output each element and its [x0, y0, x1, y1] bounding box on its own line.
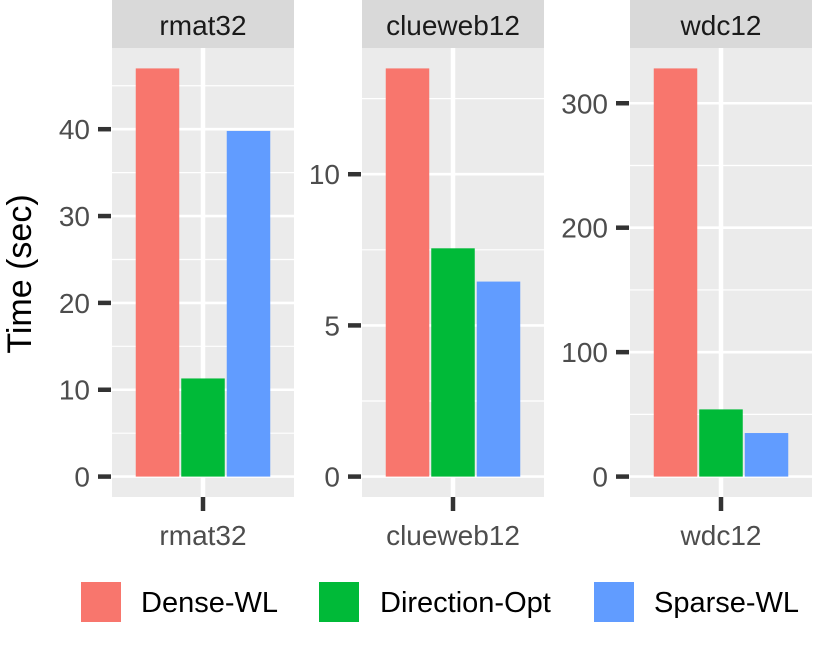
facet-title-rmat32: rmat32	[159, 10, 246, 41]
y-tick-label-rmat32: 0	[74, 462, 90, 493]
y-tick-label-wdc12: 0	[592, 462, 608, 493]
y-tick-label-rmat32: 10	[59, 375, 90, 406]
y-tick-label-clueweb12: 10	[309, 159, 340, 190]
y-tick-label-clueweb12: 5	[324, 310, 340, 341]
y-tick-label-wdc12: 200	[561, 213, 608, 244]
y-tick-label-clueweb12: 0	[324, 462, 340, 493]
y-tick-label-rmat32: 30	[59, 201, 90, 232]
facet-title-wdc12: wdc12	[680, 10, 762, 41]
x-tick-label-clueweb12: clueweb12	[386, 520, 520, 551]
legend-key-dense-wl	[81, 582, 121, 622]
bar-clueweb12-direction-opt	[431, 248, 475, 477]
legend-label-sparse-wl: Sparse-WL	[654, 587, 799, 619]
y-tick-label-wdc12: 300	[561, 88, 608, 119]
facet-strip-clueweb12	[362, 0, 544, 48]
bar-rmat32-dense-wl	[135, 68, 180, 477]
bar-clueweb12-sparse-wl	[476, 281, 521, 477]
y-tick-label-wdc12: 100	[561, 337, 608, 368]
bar-rmat32-direction-opt	[181, 378, 225, 477]
legend-label-dense-wl: Dense-WL	[141, 587, 278, 619]
bar-rmat32-sparse-wl	[226, 130, 271, 477]
bar-wdc12-dense-wl	[653, 68, 698, 477]
x-tick-label-wdc12: wdc12	[680, 520, 762, 551]
facet-title-clueweb12: clueweb12	[386, 10, 520, 41]
legend-key-sparse-wl	[594, 582, 634, 622]
legend-label-direction-opt: Direction-Opt	[380, 587, 551, 619]
bar-clueweb12-dense-wl	[385, 68, 430, 477]
bar-wdc12-direction-opt	[699, 409, 743, 477]
y-tick-label-rmat32: 20	[59, 288, 90, 319]
bar-wdc12-sparse-wl	[744, 433, 789, 477]
legend-key-direction-opt	[319, 582, 359, 622]
y-tick-label-rmat32: 40	[59, 114, 90, 145]
facet-strip-rmat32	[112, 0, 294, 48]
x-tick-label-rmat32: rmat32	[159, 520, 246, 551]
facet-strip-wdc12	[630, 0, 812, 48]
y-axis-title: Time (sec)	[1, 194, 39, 353]
